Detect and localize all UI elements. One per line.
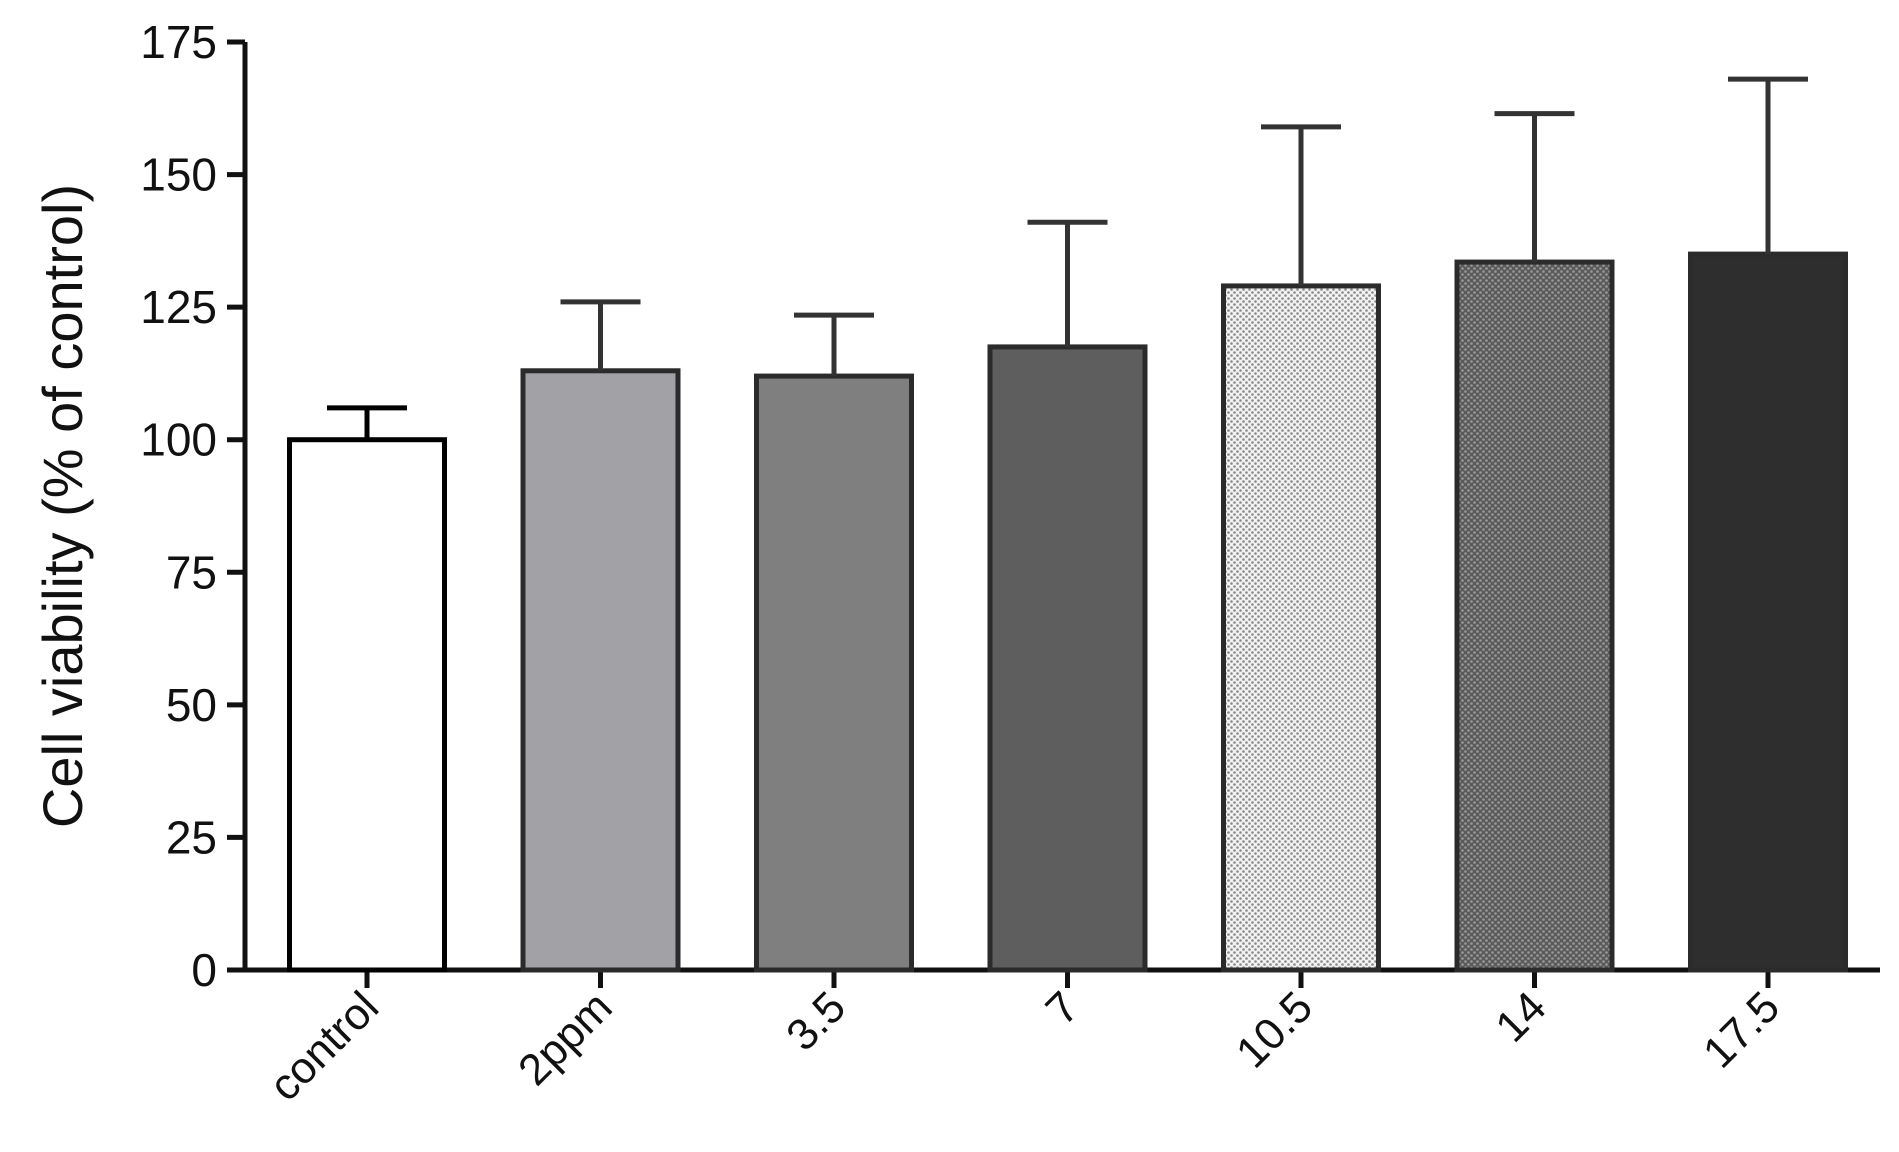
y-tick-label: 150	[140, 149, 217, 201]
bars	[287, 251, 1848, 973]
x-tick-label: 2ppm	[509, 982, 621, 1094]
bar-17.5	[1688, 251, 1848, 973]
y-axis-title: Cell viability (% of control)	[31, 184, 94, 828]
bar-2ppm	[520, 368, 681, 973]
x-tick-label: control	[260, 982, 388, 1110]
x-tick-label: 17.5	[1694, 982, 1789, 1077]
x-tick-labels: control 2ppm 3.5 7 10.5 14 17.5	[260, 982, 1789, 1110]
y-axis: 0 25 50 75 100 125 150 175	[140, 16, 248, 996]
y-tick-label: 125	[140, 281, 217, 333]
x-tick-label: 14	[1486, 982, 1555, 1051]
y-tick-label: 0	[191, 944, 217, 996]
y-axis-title-group: Cell viability (% of control)	[31, 184, 94, 828]
y-tick-label: 25	[166, 811, 217, 863]
error-bars	[327, 76, 1808, 440]
y-tick-label: 50	[166, 679, 217, 731]
bar-10.5	[1221, 283, 1381, 973]
y-tick-label: 75	[166, 546, 217, 598]
x-tick-label: 10.5	[1227, 982, 1322, 1077]
bar-control	[287, 437, 447, 973]
x-tick-label: 7	[1037, 982, 1089, 1034]
bar-7	[987, 344, 1148, 973]
bar-14	[1454, 259, 1615, 973]
bar-3.5	[754, 373, 914, 973]
y-tick-label: 100	[140, 414, 217, 466]
x-tick-label: 3.5	[777, 982, 855, 1060]
x-axis	[243, 967, 1880, 988]
y-tick-label: 175	[140, 16, 217, 68]
